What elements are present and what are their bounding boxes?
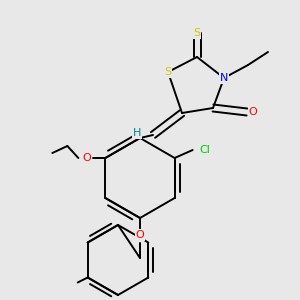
Text: S: S: [194, 28, 201, 38]
Text: S: S: [164, 67, 172, 77]
Text: N: N: [220, 73, 228, 83]
Text: Cl: Cl: [199, 145, 210, 155]
Text: O: O: [249, 107, 257, 117]
Text: H: H: [133, 128, 141, 138]
Text: O: O: [136, 230, 144, 240]
Text: O: O: [82, 153, 91, 163]
